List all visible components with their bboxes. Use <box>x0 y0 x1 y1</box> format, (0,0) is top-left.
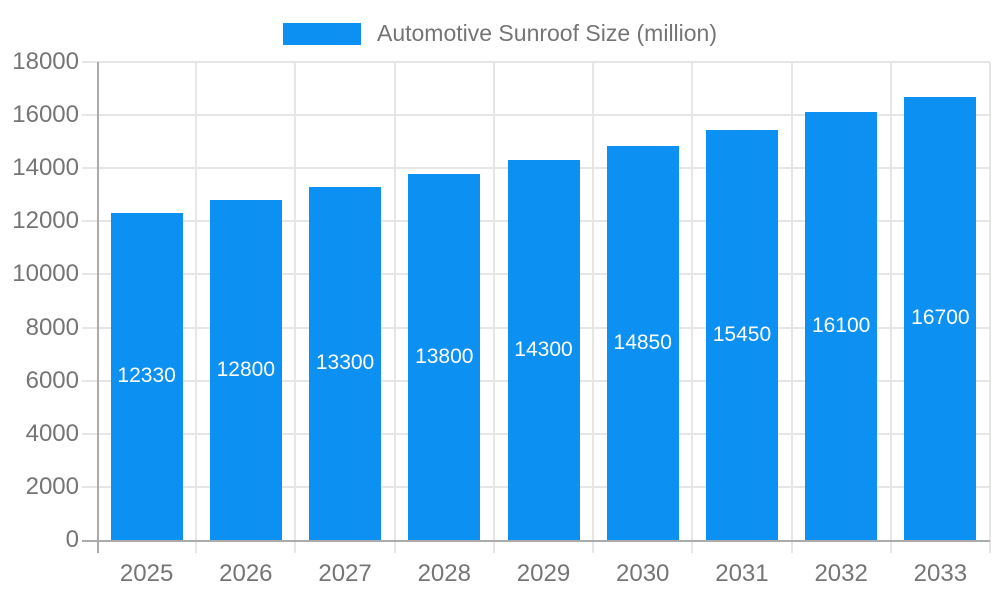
y-axis-line <box>97 62 99 553</box>
bar[interactable]: 13300 <box>309 186 382 540</box>
y-tick-label: 18000 <box>12 48 79 75</box>
bar[interactable]: 12330 <box>110 212 183 540</box>
gridline-vertical <box>393 62 396 553</box>
y-tick-label: 16000 <box>12 101 79 129</box>
legend[interactable]: Automotive Sunroof Size (million) <box>0 20 1000 47</box>
bar-value-label: 14850 <box>613 330 672 354</box>
x-tick-label: 2028 <box>417 560 471 587</box>
bar[interactable]: 14850 <box>606 145 679 540</box>
gridline-vertical <box>294 62 297 553</box>
bar-value-label: 13800 <box>415 344 474 368</box>
bar-value-label: 12800 <box>216 358 276 382</box>
x-axis-line <box>82 540 990 542</box>
bar[interactable]: 15450 <box>705 129 778 540</box>
gridline-vertical <box>691 62 694 553</box>
legend-swatch[interactable] <box>282 22 361 45</box>
y-tick-label: 14000 <box>12 154 79 182</box>
y-tick-label: 12000 <box>12 207 79 235</box>
bar-value-label: 16700 <box>911 306 970 330</box>
x-tick-label: 2033 <box>913 560 968 587</box>
gridline-vertical <box>592 62 595 553</box>
y-tick-label: 8000 <box>25 313 79 341</box>
gridline-vertical <box>195 62 198 553</box>
gridline-vertical <box>889 62 892 553</box>
bar-value-label: 15450 <box>712 322 772 346</box>
x-tick-label: 2029 <box>516 560 571 587</box>
bar-value-label: 14300 <box>514 338 573 362</box>
gridline-horizontal <box>82 114 990 117</box>
x-tick-label: 2032 <box>814 560 868 587</box>
y-tick-label: 6000 <box>25 366 79 394</box>
bar[interactable]: 13800 <box>408 173 481 540</box>
bar[interactable]: 16100 <box>805 112 878 540</box>
gridline-vertical <box>989 62 991 553</box>
bar-value-label: 13300 <box>315 351 375 375</box>
x-tick-label: 2031 <box>715 560 769 587</box>
gridline-vertical <box>790 62 793 553</box>
y-tick-label: 2000 <box>25 472 79 500</box>
bar[interactable]: 12800 <box>209 200 282 540</box>
gridline-vertical <box>492 62 495 553</box>
x-tick-label: 2026 <box>219 560 273 587</box>
bar-value-label: 12330 <box>117 364 176 388</box>
legend-label[interactable]: Automotive Sunroof Size (million) <box>376 20 718 46</box>
bar[interactable]: 16700 <box>904 96 977 540</box>
plot-area: 0 2000 4000 6000 8000 10000 12000 14000 16000 180… <box>12 49 991 587</box>
gridline-horizontal <box>82 61 990 63</box>
bar[interactable]: 14300 <box>507 160 580 540</box>
y-tick-label: 10000 <box>12 260 79 288</box>
x-tick-label: 2025 <box>119 560 174 587</box>
x-tick-label: 2027 <box>318 560 372 587</box>
y-tick-label: 4000 <box>25 419 79 447</box>
x-tick-label: 2030 <box>616 560 670 587</box>
y-tick-label: 0 <box>65 526 79 553</box>
bar-value-label: 16100 <box>811 314 871 338</box>
